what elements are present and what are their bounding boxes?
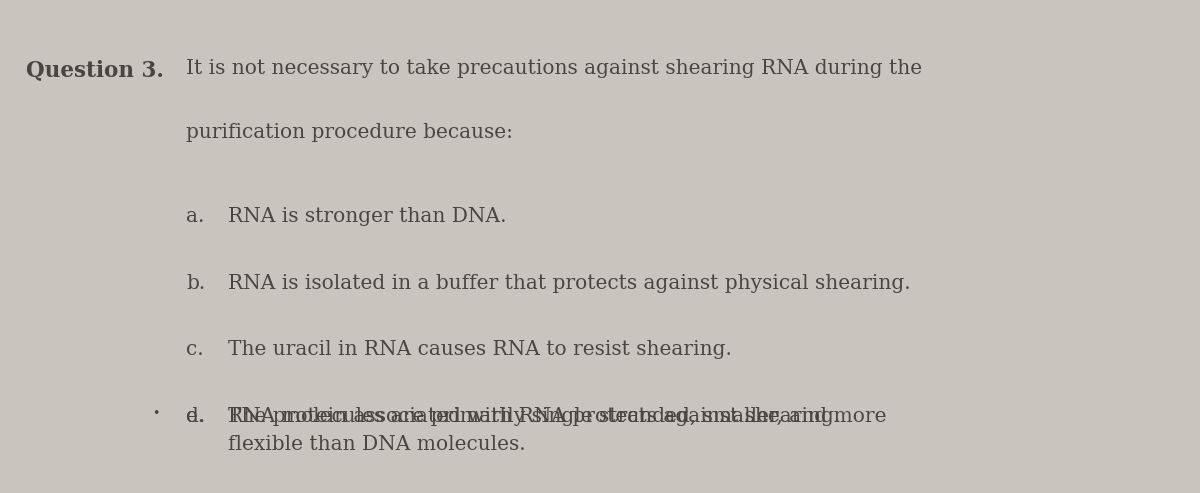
Text: e.: e. — [186, 407, 204, 426]
Text: RNA is isolated in a buffer that protects against physical shearing.: RNA is isolated in a buffer that protect… — [228, 274, 911, 293]
Text: b.: b. — [186, 274, 205, 293]
Text: It is not necessary to take precautions against shearing RNA during the: It is not necessary to take precautions … — [186, 59, 922, 78]
Text: The uracil in RNA causes RNA to resist shearing.: The uracil in RNA causes RNA to resist s… — [228, 340, 732, 359]
Text: purification procedure because:: purification procedure because: — [186, 123, 514, 142]
Text: a.: a. — [186, 207, 204, 226]
Text: c.: c. — [186, 340, 204, 359]
Text: RNA molecules are primarily single stranded, smaller, and more
flexible than DNA: RNA molecules are primarily single stran… — [228, 407, 887, 454]
Text: d.: d. — [186, 407, 205, 426]
Text: Question 3.: Question 3. — [26, 59, 164, 81]
Text: The protein associated with RNA protects against shearing.: The protein associated with RNA protects… — [228, 407, 840, 426]
Text: RNA is stronger than DNA.: RNA is stronger than DNA. — [228, 207, 506, 226]
Text: •: • — [152, 407, 160, 420]
